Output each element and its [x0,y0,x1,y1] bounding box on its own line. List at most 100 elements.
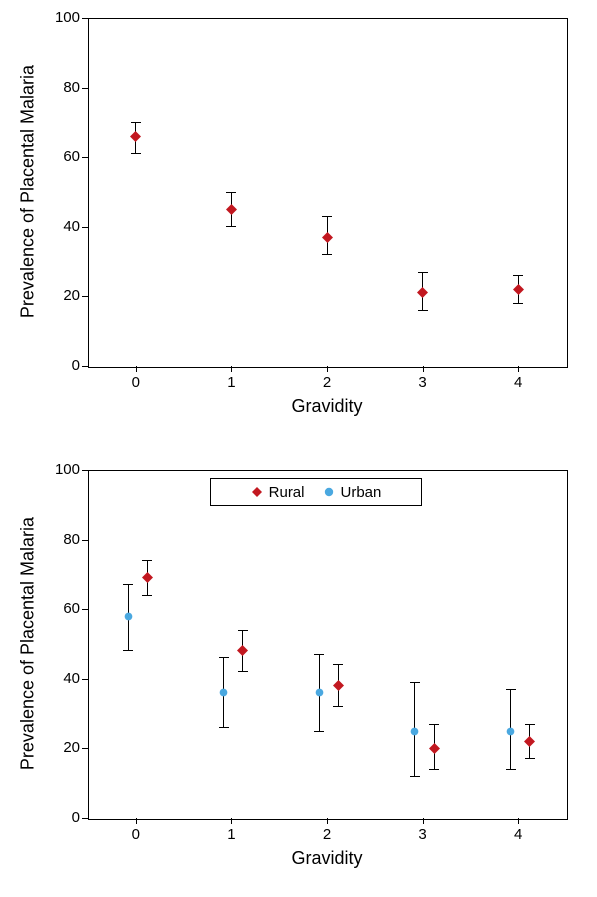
xtick-label: 2 [317,826,337,843]
errorbar-cap [429,724,439,725]
errorbar-cap [418,272,428,273]
ytick-mark [82,366,88,367]
xtick-mark [423,366,424,372]
errorbar-cap [123,650,133,651]
ytick-label: 80 [42,531,80,548]
plot-area-top [88,18,568,368]
ytick-mark [82,679,88,680]
marker-rural [428,742,441,755]
ytick-label: 100 [42,9,80,26]
marker-overall [225,203,238,216]
ytick-mark [82,818,88,819]
ytick-mark [82,748,88,749]
errorbar-cap [238,671,248,672]
ytick-label: 40 [42,670,80,687]
errorbar-cap [525,758,535,759]
errorbar-cap [219,657,229,658]
legend-marker-urban [323,486,335,498]
xtick-mark [327,366,328,372]
ytick-label: 60 [42,600,80,617]
xtick-label: 4 [508,826,528,843]
xtick-label: 1 [221,374,241,391]
xtick-label: 4 [508,374,528,391]
ytick-label: 100 [42,461,80,478]
ytick-label: 80 [42,79,80,96]
errorbar-cap [314,731,324,732]
marker-overall [512,283,525,296]
errorbar-cap [513,275,523,276]
ytick-label: 60 [42,148,80,165]
ytick-mark [82,296,88,297]
errorbar-cap [513,303,523,304]
errorbar-cap [322,254,332,255]
ytick-label: 20 [42,739,80,756]
errorbar-cap [123,584,133,585]
errorbar-cap [410,776,420,777]
marker-overall [129,130,142,143]
marker-rural [236,644,249,657]
legend: Rural Urban [210,478,422,506]
ytick-mark [82,157,88,158]
xtick-mark [136,818,137,824]
ytick-mark [82,88,88,89]
ytick-mark [82,609,88,610]
ytick-label: 0 [42,809,80,826]
errorbar-cap [322,216,332,217]
marker-urban [218,687,229,698]
marker-overall [321,231,334,244]
marker-urban [123,611,134,622]
xtick-label: 2 [317,374,337,391]
marker-urban [314,687,325,698]
marker-rural [523,735,536,748]
errorbar-cap [238,630,248,631]
xtick-label: 3 [413,374,433,391]
errorbar-cap [418,310,428,311]
ytick-mark [82,18,88,19]
marker-overall [416,286,429,299]
marker-rural [141,571,154,584]
errorbar-cap [219,727,229,728]
errorbar-cap [506,769,516,770]
xlabel: Gravidity [88,396,566,417]
xtick-mark [327,818,328,824]
legend-marker-rural [251,486,263,498]
ytick-mark [82,470,88,471]
errorbar-cap [525,724,535,725]
errorbar-cap [333,706,343,707]
ytick-label: 0 [42,357,80,374]
errorbar-cap [410,682,420,683]
figure: 02040608010001234Prevalence of Placental… [0,0,597,897]
errorbar-cap [142,595,152,596]
marker-urban [505,726,516,737]
marker-rural [332,679,345,692]
xtick-label: 3 [413,826,433,843]
ylabel: Prevalence of Placental Malaria [18,42,39,342]
plot-area-bottom [88,470,568,820]
errorbar-cap [131,122,141,123]
ytick-mark [82,540,88,541]
errorbar-cap [429,769,439,770]
errorbar-cap [333,664,343,665]
xtick-mark [518,818,519,824]
errorbar-cap [226,192,236,193]
legend-label: Urban [341,484,382,501]
legend-label: Rural [269,484,305,501]
legend-item: Rural [251,484,305,501]
ylabel: Prevalence of Placental Malaria [18,494,39,794]
errorbar-cap [131,153,141,154]
errorbar-cap [314,654,324,655]
ytick-mark [82,227,88,228]
xtick-mark [136,366,137,372]
errorbar-cap [142,560,152,561]
ytick-label: 20 [42,287,80,304]
xlabel: Gravidity [88,848,566,869]
xtick-label: 0 [126,374,146,391]
errorbar-cap [506,689,516,690]
xtick-mark [231,366,232,372]
xtick-mark [231,818,232,824]
ytick-label: 40 [42,218,80,235]
xtick-label: 0 [126,826,146,843]
errorbar-cap [226,226,236,227]
xtick-mark [518,366,519,372]
legend-item: Urban [323,484,382,501]
